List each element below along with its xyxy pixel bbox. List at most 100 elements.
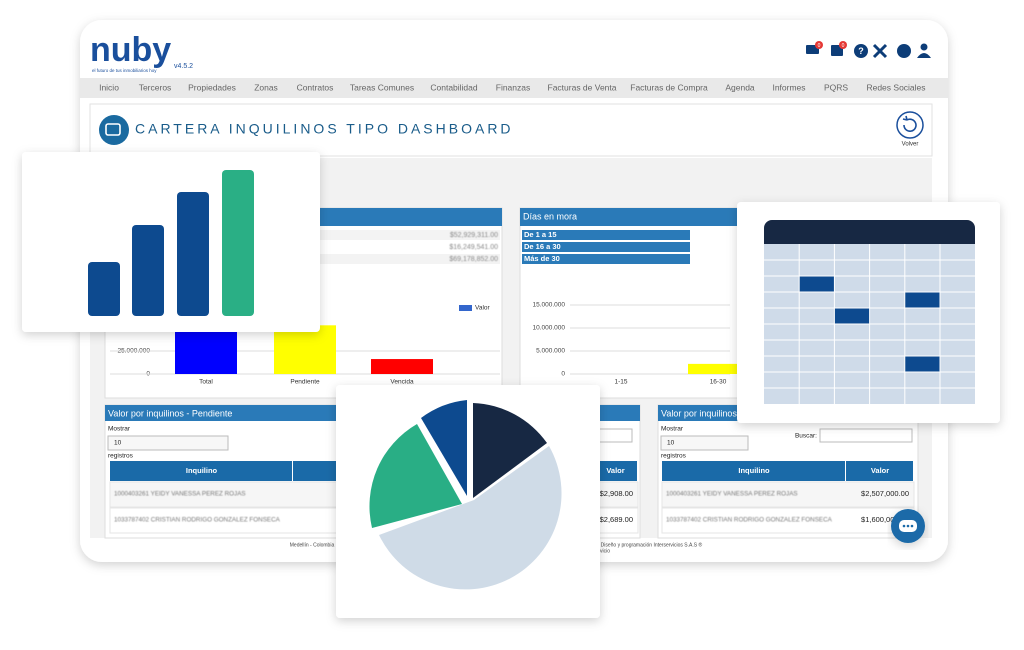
column-title: Inquilino [738,466,770,475]
y-tick-label: 5.000.000 [536,348,565,355]
search-input[interactable] [819,428,913,443]
calendar-event [905,292,940,308]
nav-item[interactable]: PQRS [824,82,848,92]
user-icon[interactable] [920,43,928,51]
show-label: Mostrar [661,426,684,433]
y-tick-label: 15.000.000 [532,302,565,309]
column-header [846,461,913,481]
column-header [110,461,292,481]
x-tick-label: 1-15 [614,379,627,386]
column-header [662,461,845,481]
illustration-slice [473,403,547,498]
header-icons: 0 0 ? [806,41,931,59]
tenant-value: $2,507,000.00 [861,489,909,498]
x-tick-label: 16-30 [710,379,727,386]
badge [815,41,823,49]
nav-item[interactable]: Contabilidad [430,82,478,92]
nav-item[interactable]: Finanzas [496,82,531,92]
nav-item[interactable]: Propiedades [188,82,236,92]
illustration-bar [88,262,120,316]
illustration-slice [379,446,562,590]
bar [688,363,748,374]
page-size: 10 [667,440,675,447]
page-title: CARTERA INQUILINOS TIPO DASHBOARD [135,121,514,137]
range-label: De 1 a 15 [524,230,557,239]
logo: nuby [90,31,171,69]
calendar-icon[interactable] [831,45,843,56]
table-row [661,507,915,534]
summary-value: $69,178,852.00 [449,256,498,263]
nav-item[interactable]: Terceros [139,82,172,92]
back-icon [902,115,917,132]
nav-item[interactable]: Facturas de Compra [630,82,708,92]
card [22,152,320,332]
summary-value: $16,249,541.00 [449,244,498,251]
illustration-slice [421,400,467,496]
nav-bar [80,78,948,98]
nav-item[interactable]: Zonas [254,82,278,92]
column-title: Inquilino [186,466,218,475]
column-title: Valor [606,466,624,475]
records-label: registros [661,453,687,460]
chat-dot [906,524,910,528]
page-size-select[interactable] [107,435,229,451]
tools-icon[interactable] [872,43,888,59]
tagline: el futuro de tus inmobiliarios hoy [92,68,157,73]
icon-glyph: ? [858,46,864,56]
tenant-value: $2,689.00 [600,515,633,524]
x-tick-label: Vencida [390,379,414,386]
pie-card [336,385,600,618]
footer-text: © 2025 - Diseño y programación Interserv… [580,541,702,548]
calendar-event [799,276,834,292]
bar [274,325,336,374]
nav-item[interactable]: Redes Sociales [866,82,925,92]
calendar-header [764,220,975,244]
nav-item[interactable]: Tareas Comunes [350,82,414,92]
tenant-name: 1000403261 YEIDY VANESSA PEREZ ROJAS [114,491,246,498]
back-label[interactable]: Volver [902,142,919,148]
panel-title: Días en mora [523,211,577,221]
help-icon[interactable] [854,44,868,58]
badge [839,41,847,49]
nav-item[interactable]: Agenda [725,82,755,92]
tenant-value: $1,600,000.00 [861,515,909,524]
badge-count: 0 [842,43,845,49]
legend-swatch [459,305,472,311]
title-icon [99,115,129,145]
tenant-name: 1000403261 YEIDY VANESSA PEREZ ROJAS [666,491,798,498]
title-bar [89,103,933,157]
summary-value: $52,929,311.00 [450,232,498,239]
bar [371,359,433,374]
illustration-bar [177,192,209,316]
y-tick-label: 10.000.000 [532,325,565,332]
y-tick-label: 0 [561,371,565,378]
x-tick-label: Pendiente [290,379,320,386]
version: v4.5.2 [174,63,193,70]
records-label: registros [108,453,134,460]
back-button[interactable] [896,111,924,139]
range-label: Más de 30 [524,254,560,263]
table-row [661,481,915,508]
illustration-bar [222,170,254,316]
range-row [522,242,690,252]
page-size-select[interactable] [660,435,749,451]
range-row [522,230,690,240]
show-label: Mostrar [108,426,131,433]
illustration-bar [132,225,164,316]
mora-list: De 1 a 15 De 16 a 30 Más de 30 [522,230,690,264]
calendar-event [834,308,870,324]
footer-text: Medellín - Colombia [290,542,335,548]
tenant-value: $2,908.00 [600,489,633,498]
nav-item[interactable]: Inicio [99,82,119,92]
page-size: 10 [114,440,122,447]
nav-item[interactable]: Facturas de Venta [548,82,617,92]
tenant-name: 1033787402 CRISTIAN RODRIGO GONZALEZ FON… [666,517,833,524]
title-icon-glyph [105,123,121,136]
nav-item[interactable]: Contratos [297,82,334,92]
user-icon-body [917,53,931,58]
column-title: Valor [871,466,889,475]
accessibility-icon[interactable] [897,44,911,58]
nav-item[interactable]: Informes [772,82,805,92]
